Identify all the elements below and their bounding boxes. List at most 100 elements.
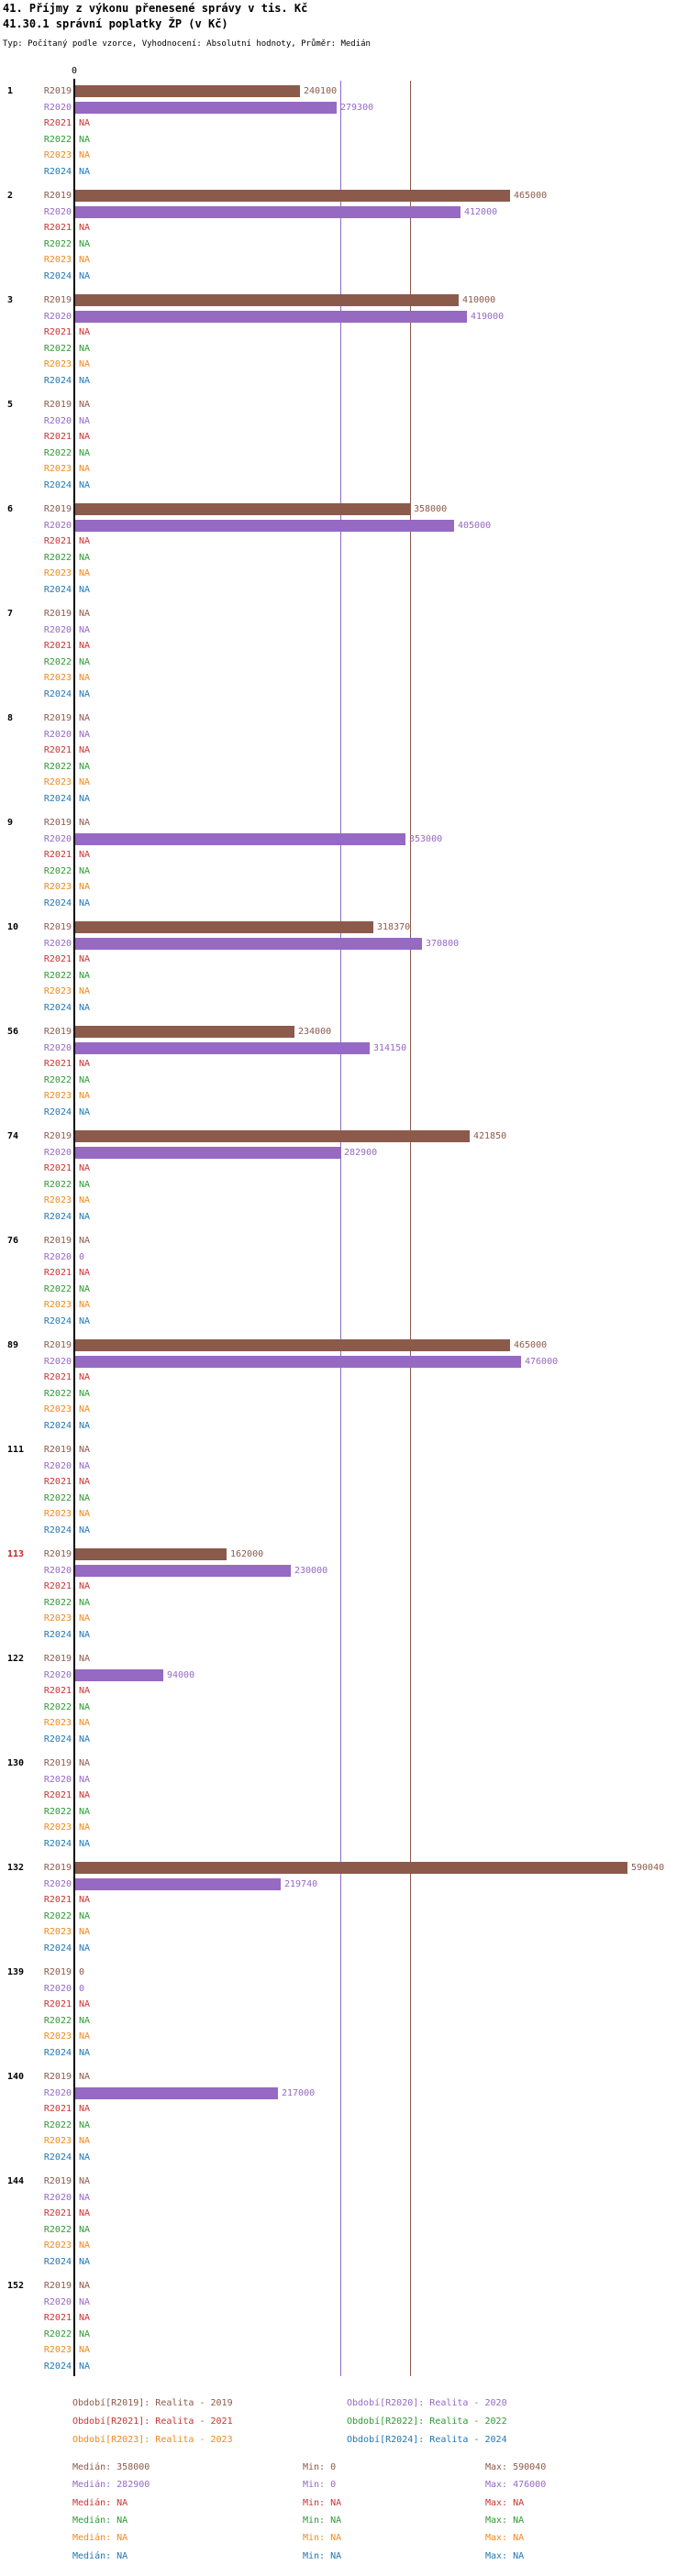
row-label-r2024: R2024 xyxy=(43,1003,72,1013)
row-label-r2024: R2024 xyxy=(43,376,72,386)
min-stat-r2023: Min: NA xyxy=(303,2533,342,2543)
bar-r2019-group-113 xyxy=(75,1548,227,1560)
na-value-label: NA xyxy=(79,1389,91,1399)
bar-value-label: 0 xyxy=(79,1984,85,1994)
na-value-label: NA xyxy=(79,2072,91,2082)
row-label-r2020: R2020 xyxy=(43,1984,72,1994)
na-value-label: NA xyxy=(79,448,91,458)
row-label-r2023: R2023 xyxy=(43,673,72,683)
group-id-144: 144 xyxy=(7,2176,25,2186)
na-value-label: NA xyxy=(79,135,91,145)
row-label-r2021: R2021 xyxy=(43,641,72,651)
row-label-r2023: R2023 xyxy=(43,986,72,996)
na-value-label: NA xyxy=(79,657,91,667)
row-label-r2023: R2023 xyxy=(43,1091,72,1101)
row-label-r2021: R2021 xyxy=(43,1372,72,1382)
row-label-r2019: R2019 xyxy=(43,2281,72,2291)
na-value-label: NA xyxy=(79,2176,91,2186)
na-value-label: NA xyxy=(79,2281,91,2291)
na-value-label: NA xyxy=(79,1790,91,1800)
row-label-r2024: R2024 xyxy=(43,2152,72,2163)
row-label-r2021: R2021 xyxy=(43,536,72,546)
na-value-label: NA xyxy=(79,2225,91,2235)
na-value-label: NA xyxy=(79,1734,91,1745)
median-stat-r2023: Medián: NA xyxy=(72,2533,128,2543)
row-label-r2022: R2022 xyxy=(43,344,72,354)
row-label-r2019: R2019 xyxy=(43,295,72,305)
bar-r2019-group-10 xyxy=(75,921,373,933)
na-value-label: NA xyxy=(79,1999,91,2009)
na-value-label: NA xyxy=(79,1581,91,1591)
chart-title: 41. Příjmy z výkonu přenesené správy v t… xyxy=(3,2,308,15)
row-label-r2023: R2023 xyxy=(43,1509,72,1519)
row-label-r2022: R2022 xyxy=(43,1702,72,1712)
group-id-113: 113 xyxy=(7,1549,25,1559)
na-value-label: NA xyxy=(79,1212,91,1222)
row-label-r2021: R2021 xyxy=(43,1790,72,1800)
group-id-130: 130 xyxy=(7,1758,25,1768)
group-id-9: 9 xyxy=(7,818,14,828)
na-value-label: NA xyxy=(79,1509,91,1519)
group-id-5: 5 xyxy=(7,400,14,410)
row-label-r2023: R2023 xyxy=(43,1195,72,1205)
y-axis-line xyxy=(73,79,75,2376)
row-label-r2020: R2020 xyxy=(43,1461,72,1471)
na-value-label: NA xyxy=(79,1195,91,1205)
row-label-r2022: R2022 xyxy=(43,239,72,249)
bar-r2020-group-3 xyxy=(75,311,467,323)
row-label-r2022: R2022 xyxy=(43,2016,72,2026)
bar-value-label: 282900 xyxy=(344,1148,378,1158)
na-value-label: NA xyxy=(79,641,91,651)
row-label-r2021: R2021 xyxy=(43,2208,72,2218)
row-label-r2022: R2022 xyxy=(43,657,72,667)
row-label-r2024: R2024 xyxy=(43,1316,72,1327)
na-value-label: NA xyxy=(79,2031,91,2042)
group-id-3: 3 xyxy=(7,295,14,305)
median-stat-r2019: Medián: 358000 xyxy=(72,2462,150,2472)
group-id-132: 132 xyxy=(7,1863,25,1873)
na-value-label: NA xyxy=(79,1911,91,1921)
na-value-label: NA xyxy=(79,954,91,964)
na-value-label: NA xyxy=(79,1943,91,1954)
na-value-label: NA xyxy=(79,713,91,723)
bar-value-label: 0 xyxy=(79,1252,85,1262)
row-label-r2020: R2020 xyxy=(43,2193,72,2203)
na-value-label: NA xyxy=(79,2152,91,2163)
bar-value-label: 410000 xyxy=(462,295,496,305)
row-label-r2020: R2020 xyxy=(43,1566,72,1576)
chart-subtitle: 41.30.1 správní poplatky ŽP (v Kč) xyxy=(3,17,228,30)
bar-value-label: 370800 xyxy=(426,939,460,949)
group-id-1: 1 xyxy=(7,86,14,96)
bar-r2019-group-1 xyxy=(75,85,300,97)
row-label-r2020: R2020 xyxy=(43,834,72,844)
row-label-r2022: R2022 xyxy=(43,1075,72,1085)
row-label-r2019: R2019 xyxy=(43,191,72,201)
na-value-label: NA xyxy=(79,1284,91,1294)
median-line-r2019 xyxy=(410,81,411,2376)
row-label-r2022: R2022 xyxy=(43,2120,72,2130)
row-label-r2019: R2019 xyxy=(43,609,72,619)
bar-r2019-group-132 xyxy=(75,1862,627,1874)
na-value-label: NA xyxy=(79,971,91,981)
row-label-r2022: R2022 xyxy=(43,2225,72,2235)
row-label-r2021: R2021 xyxy=(43,1059,72,1069)
na-value-label: NA xyxy=(79,1895,91,1905)
row-label-r2020: R2020 xyxy=(43,2088,72,2098)
row-label-r2021: R2021 xyxy=(43,223,72,233)
row-label-r2019: R2019 xyxy=(43,1863,72,1873)
na-value-label: NA xyxy=(79,1822,91,1833)
row-label-r2023: R2023 xyxy=(43,2031,72,2042)
na-value-label: NA xyxy=(79,2208,91,2218)
row-label-r2021: R2021 xyxy=(43,118,72,128)
row-label-r2020: R2020 xyxy=(43,103,72,113)
row-label-r2024: R2024 xyxy=(43,2257,72,2267)
legend-period-r2020: Období[R2020]: Realita - 2020 xyxy=(347,2398,507,2408)
legend-period-r2023: Období[R2023]: Realita - 2023 xyxy=(72,2435,233,2445)
row-label-r2023: R2023 xyxy=(43,777,72,787)
na-value-label: NA xyxy=(79,2136,91,2146)
na-value-label: NA xyxy=(79,1461,91,1471)
row-label-r2024: R2024 xyxy=(43,1525,72,1536)
row-label-r2022: R2022 xyxy=(43,971,72,981)
group-id-6: 6 xyxy=(7,504,14,514)
bar-r2020-group-113 xyxy=(75,1565,291,1577)
